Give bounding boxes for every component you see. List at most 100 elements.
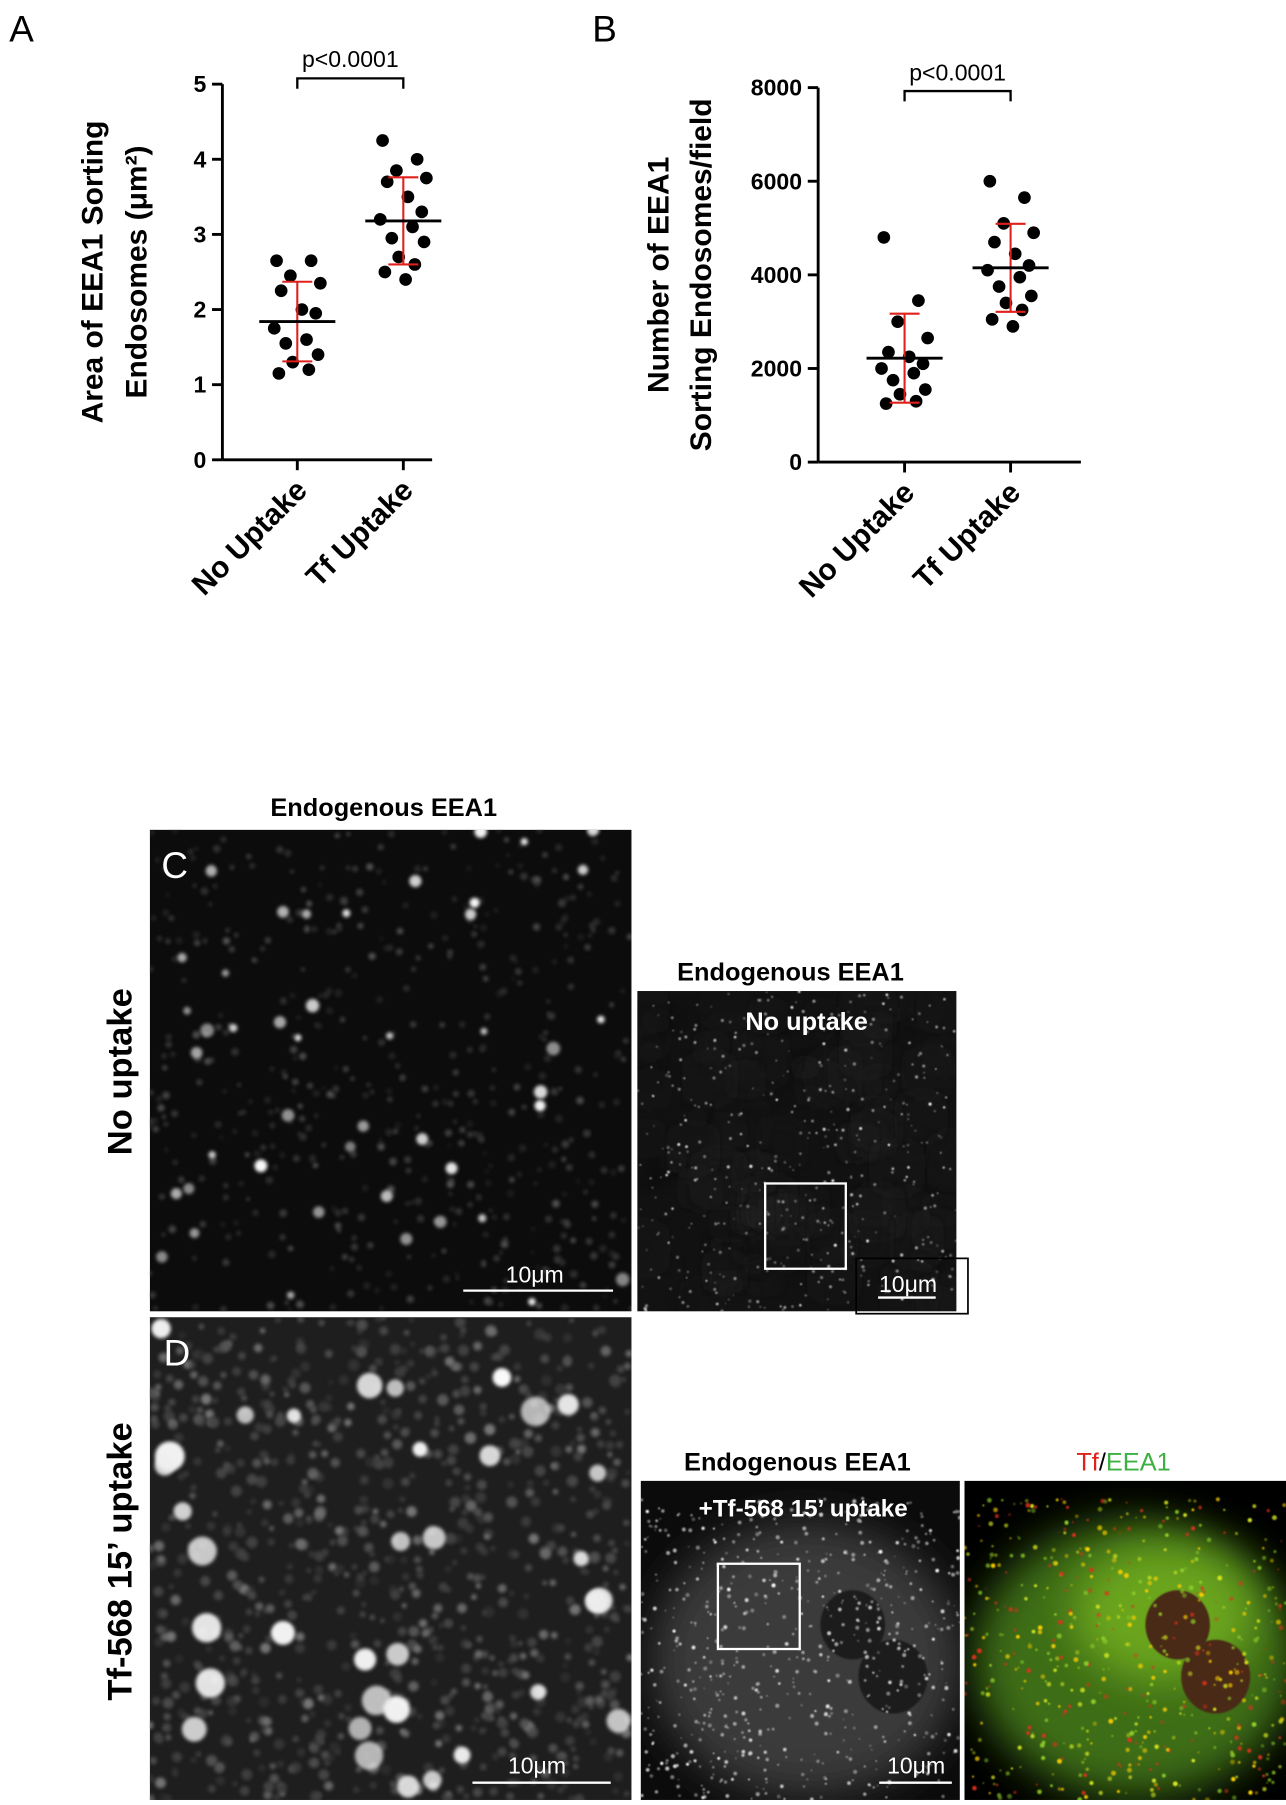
speckle bbox=[555, 1384, 566, 1395]
speckle bbox=[306, 1568, 311, 1573]
speckle bbox=[335, 833, 340, 838]
speckle bbox=[1126, 1512, 1129, 1515]
speckle bbox=[423, 1526, 446, 1549]
speckle bbox=[966, 1552, 969, 1555]
speckle bbox=[909, 1714, 911, 1716]
speckle bbox=[588, 1705, 593, 1710]
y-tick-label: 6000 bbox=[751, 168, 802, 194]
speckle bbox=[284, 1392, 289, 1397]
speckle bbox=[844, 1048, 847, 1051]
speckle bbox=[1255, 1791, 1258, 1794]
speckle bbox=[178, 1176, 184, 1182]
speckle bbox=[577, 1445, 586, 1454]
speckle bbox=[888, 1681, 892, 1685]
speckle bbox=[714, 1222, 717, 1225]
speckle bbox=[782, 1200, 785, 1203]
speckle bbox=[1238, 1761, 1241, 1764]
speckle bbox=[459, 1127, 465, 1133]
speckle bbox=[914, 1059, 942, 1087]
speckle bbox=[689, 1566, 691, 1568]
speckle bbox=[287, 1611, 296, 1620]
data-point bbox=[309, 307, 322, 320]
speckle bbox=[877, 1785, 879, 1787]
speckle bbox=[830, 1712, 833, 1715]
speckle bbox=[850, 1246, 853, 1249]
speckle bbox=[204, 1058, 211, 1065]
speckle bbox=[767, 999, 769, 1001]
speckle bbox=[1032, 1630, 1036, 1634]
speckle bbox=[613, 1099, 620, 1106]
speckle bbox=[735, 1657, 738, 1660]
speckle bbox=[988, 1685, 990, 1687]
speckle bbox=[1108, 1668, 1110, 1670]
speckle bbox=[212, 883, 217, 888]
data-point bbox=[877, 231, 890, 244]
speckle bbox=[1217, 1575, 1222, 1580]
speckle bbox=[584, 1190, 588, 1194]
speckle bbox=[922, 1065, 925, 1068]
speckle bbox=[676, 1256, 679, 1259]
speckle bbox=[216, 1776, 225, 1785]
speckle bbox=[801, 1704, 803, 1706]
speckle bbox=[508, 1549, 518, 1559]
speckle bbox=[878, 1616, 882, 1620]
speckle bbox=[154, 1638, 163, 1647]
speckle bbox=[945, 1682, 946, 1683]
speckle bbox=[593, 1648, 600, 1655]
speckle bbox=[862, 1269, 865, 1272]
speckle bbox=[1226, 1717, 1230, 1721]
speckle bbox=[970, 1627, 974, 1631]
speckle bbox=[151, 915, 156, 920]
speckle bbox=[370, 1782, 377, 1789]
speckle bbox=[1111, 1567, 1113, 1569]
speckle bbox=[183, 1471, 188, 1476]
data-point bbox=[399, 273, 412, 286]
speckle bbox=[1272, 1515, 1277, 1520]
speckle bbox=[320, 865, 325, 870]
speckle bbox=[148, 1090, 154, 1096]
speckle bbox=[863, 1792, 866, 1795]
speckle bbox=[1223, 1684, 1228, 1689]
speckle bbox=[641, 1631, 644, 1634]
speckle bbox=[558, 1394, 579, 1415]
speckle bbox=[1081, 1761, 1084, 1764]
speckle bbox=[791, 1305, 794, 1308]
speckle bbox=[188, 1405, 196, 1413]
speckle bbox=[1282, 1503, 1286, 1507]
speckle bbox=[544, 1055, 551, 1062]
speckle bbox=[853, 1062, 856, 1065]
speckle bbox=[869, 1105, 883, 1119]
speckle bbox=[304, 926, 310, 932]
speckle bbox=[287, 1409, 301, 1423]
speckle bbox=[1149, 1705, 1152, 1708]
speckle bbox=[854, 1634, 856, 1636]
speckle bbox=[752, 1088, 754, 1090]
speckle bbox=[921, 1260, 923, 1262]
speckle bbox=[292, 1079, 299, 1086]
speckle bbox=[431, 1367, 436, 1372]
speckle bbox=[168, 1225, 176, 1233]
speckle bbox=[688, 1528, 692, 1532]
speckle bbox=[843, 1079, 846, 1082]
speckle bbox=[155, 1735, 164, 1744]
speckle bbox=[834, 1244, 837, 1247]
speckle bbox=[413, 1645, 422, 1654]
speckle bbox=[757, 1266, 759, 1268]
speckle bbox=[876, 1675, 878, 1677]
speckle bbox=[701, 1785, 702, 1786]
speckle bbox=[233, 1782, 238, 1787]
speckle bbox=[919, 1559, 922, 1562]
speckle bbox=[853, 1595, 856, 1598]
speckle bbox=[443, 1275, 450, 1282]
speckle bbox=[390, 1344, 401, 1355]
speckle bbox=[473, 1342, 482, 1351]
speckle bbox=[820, 1276, 823, 1279]
speckle bbox=[294, 1508, 303, 1517]
speckle bbox=[644, 1307, 647, 1310]
speckle bbox=[588, 1659, 595, 1666]
speckle bbox=[369, 1562, 380, 1573]
speckle bbox=[557, 1365, 563, 1371]
speckle bbox=[152, 1697, 161, 1706]
speckle bbox=[279, 1234, 285, 1240]
speckle bbox=[688, 1227, 690, 1229]
